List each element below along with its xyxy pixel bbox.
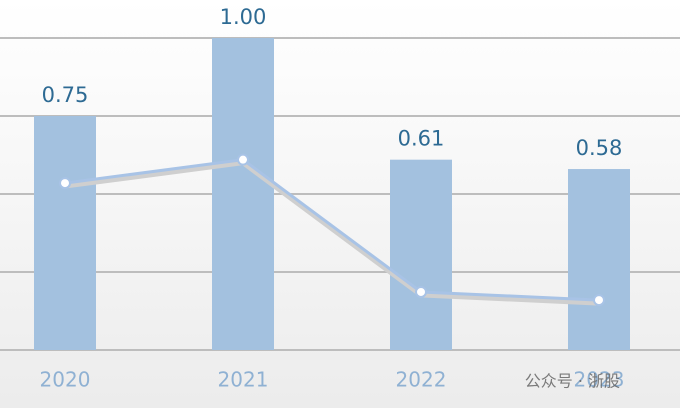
- data-label: 0.61: [398, 127, 445, 151]
- x-tick-label: 2021: [218, 368, 269, 392]
- line-point: [59, 177, 71, 190]
- line: [64, 158, 600, 302]
- bar: [212, 38, 274, 350]
- line-shadow: [64, 160, 600, 306]
- x-tick-label: 2023: [574, 368, 625, 392]
- line-point: [237, 153, 249, 166]
- data-label: 1.00: [220, 5, 267, 29]
- bar: [390, 159, 452, 350]
- x-tick-label: 2020: [40, 368, 91, 392]
- bar: [34, 116, 96, 350]
- data-label: 0.58: [576, 136, 623, 160]
- watermark: 公众号 · 浙股: [525, 372, 620, 391]
- line-point: [593, 294, 605, 307]
- data-label: 0.75: [42, 83, 89, 107]
- x-tick-label: 2022: [396, 368, 447, 392]
- bar: [568, 169, 630, 350]
- line-point: [415, 285, 427, 298]
